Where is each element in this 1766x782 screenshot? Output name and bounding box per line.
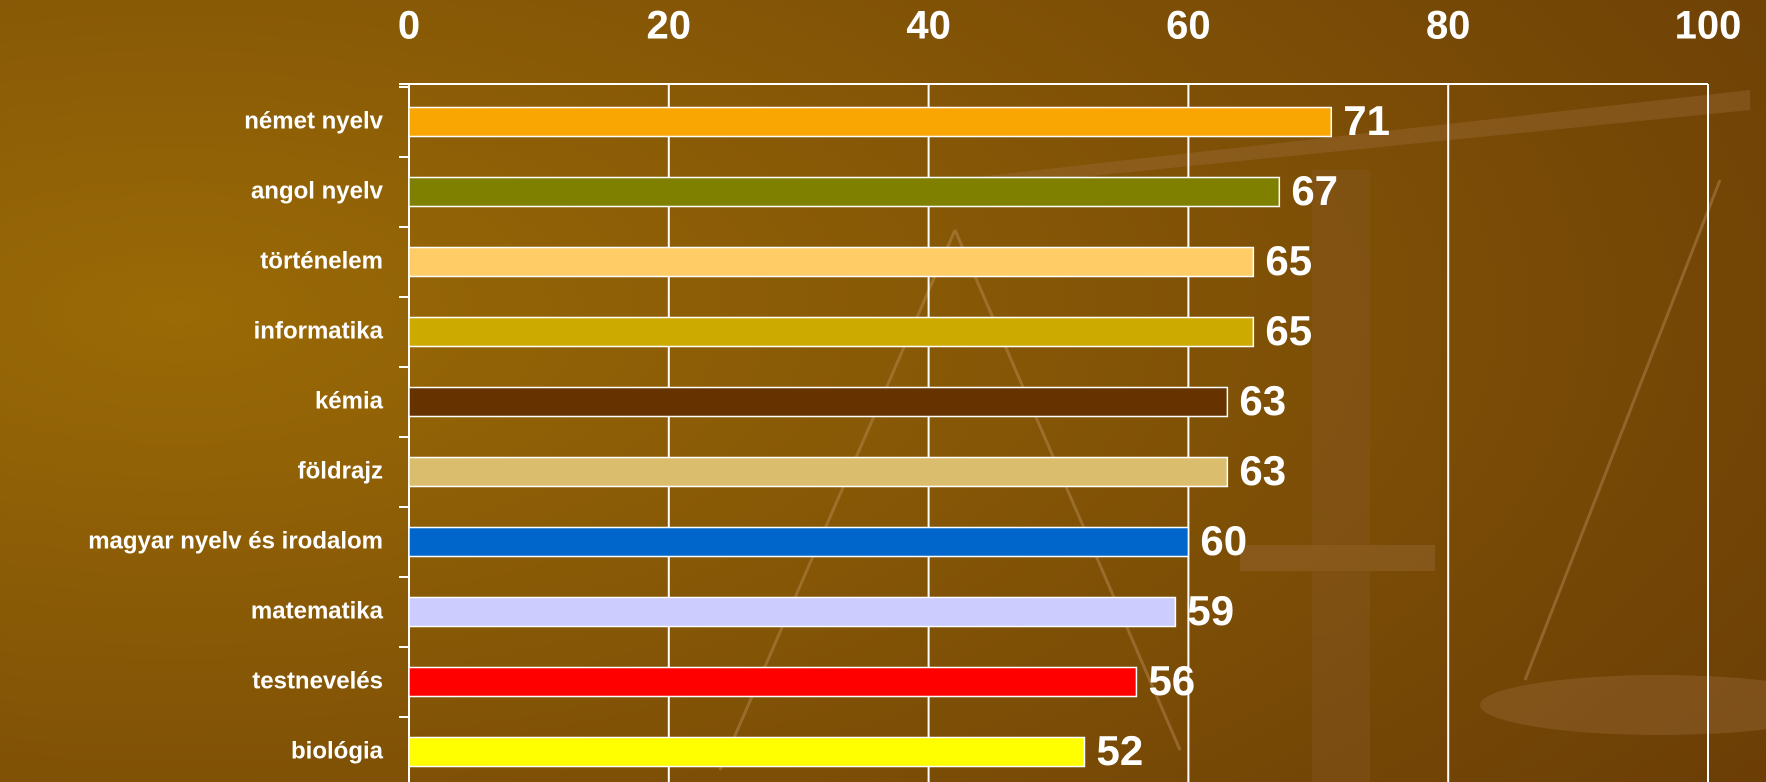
bar (408, 316, 1255, 348)
bar (408, 246, 1255, 278)
category-label: földrajz (298, 457, 383, 484)
category-label: magyar nyelv és irodalom (88, 527, 383, 554)
bar (408, 596, 1177, 628)
x-tick-label: 0 (398, 4, 420, 48)
category-label: informatika (254, 317, 384, 344)
x-tick-label: 100 (1675, 4, 1742, 48)
x-tick-label: 80 (1426, 4, 1471, 48)
value-label: 63 (1239, 447, 1286, 494)
value-label: 71 (1343, 97, 1390, 144)
value-label: 65 (1265, 307, 1312, 354)
bar (408, 176, 1281, 208)
value-label: 59 (1187, 587, 1234, 634)
category-label: történelem (260, 247, 383, 274)
bar (408, 106, 1333, 138)
value-label: 60 (1200, 517, 1247, 564)
value-label: 52 (1096, 727, 1143, 774)
bar (408, 386, 1229, 418)
bar (408, 526, 1190, 558)
category-label: biológia (291, 737, 384, 764)
x-tick-label: 60 (1166, 4, 1211, 48)
value-label: 67 (1291, 167, 1338, 214)
x-tick-label: 40 (906, 4, 951, 48)
value-label: 63 (1239, 377, 1286, 424)
category-label: testnevelés (252, 667, 383, 694)
bar (408, 666, 1138, 698)
scale-decoration (718, 90, 1766, 782)
value-label: 56 (1148, 657, 1195, 704)
category-label: matematika (251, 597, 384, 624)
x-tick-label: 20 (647, 4, 692, 48)
category-label: kémia (315, 387, 384, 414)
category-label: angol nyelv (251, 177, 384, 204)
bar (408, 456, 1229, 488)
bar (408, 736, 1086, 768)
value-label: 65 (1265, 237, 1312, 284)
category-label: német nyelv (244, 107, 383, 134)
